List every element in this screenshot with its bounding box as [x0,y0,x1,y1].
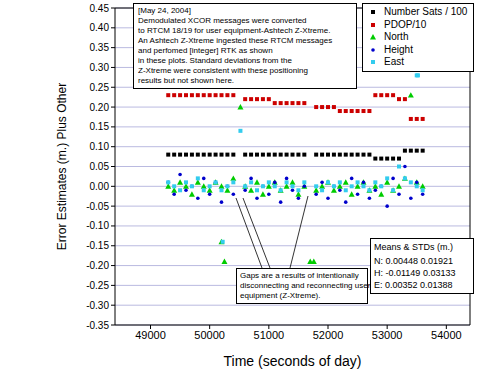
html-text:equipment (Z-Xtreme).: equipment (Z-Xtreme). [240,291,321,300]
html-text:Height: Height [384,43,413,55]
svg-text:0.35: 0.35 [90,42,110,53]
html-text:PDOP/10: PDOP/10 [384,18,427,30]
html-text:Demodulated XCOR messages were: Demodulated XCOR messages were converted [138,16,307,25]
html-text:[May 24, 2004]: [May 24, 2004] [138,6,191,15]
html-text:results but not shown here.: results but not shown here. [138,76,235,85]
svg-text:0.40: 0.40 [90,22,110,33]
svg-text:-0.20: -0.20 [86,260,109,271]
html-text:East: East [384,56,404,67]
svg-text:-0.10: -0.10 [86,220,109,231]
svg-text:0.45: 0.45 [90,3,110,14]
svg-text:52000: 52000 [313,329,344,341]
html-text:Means & STDs (m.): Means & STDs (m.) [374,242,453,252]
html-text:Gaps are a results of intentio: Gaps are a results of intentionally [240,271,359,280]
html-text:An Ashtech Z-Xtreme ingested t: An Ashtech Z-Xtreme ingested these RTCM … [138,36,333,45]
svg-text:Time (seconds of day): Time (seconds of day) [224,353,362,369]
svg-text:-0.35: -0.35 [86,320,109,331]
html-text:E: 0.00352 0.01388: E: 0.00352 0.01388 [374,280,453,290]
svg-text:-0.05: -0.05 [86,201,109,212]
html-text:and perfomed [integer] RTK as: and perfomed [integer] RTK as shown [138,46,273,55]
svg-text:51000: 51000 [254,329,285,341]
html-text:to RTCM 18/19 for user equipme: to RTCM 18/19 for user equipment-Ashtech… [138,26,331,35]
svg-text:49000: 49000 [135,329,166,341]
svg-text:0.30: 0.30 [90,62,110,73]
svg-text:0.25: 0.25 [90,82,110,93]
svg-text:50000: 50000 [194,329,225,341]
svg-text:Error Estimates (m.) Plus Othe: Error Estimates (m.) Plus Other [55,83,69,250]
svg-text:0.15: 0.15 [90,121,110,132]
html-text:disconnecting and reconnecting: disconnecting and reconnecting user [240,281,371,290]
html-text:Number Sats / 100: Number Sats / 100 [384,6,468,17]
html-text:H: -0.01149 0.03133: H: -0.01149 0.03133 [374,268,456,278]
svg-text:0.05: 0.05 [90,161,110,172]
html-text:North: North [384,31,409,42]
html-text:in these plots. Standard devia: in these plots. Standard deviations from… [138,56,292,65]
svg-text:54000: 54000 [431,329,462,341]
svg-text:-0.25: -0.25 [86,280,109,291]
svg-text:53000: 53000 [372,329,403,341]
svg-text:-0.30: -0.30 [86,300,109,311]
svg-text:0.00: 0.00 [90,181,110,192]
svg-text:-0.15: -0.15 [86,240,109,251]
svg-text:0.10: 0.10 [90,141,110,152]
svg-text:0.20: 0.20 [90,102,110,113]
html-text:Z-Xtreme were consistent with: Z-Xtreme were consistent with these posi… [138,66,308,75]
html-text:N: 0.00448 0.01921: N: 0.00448 0.01921 [374,256,454,266]
